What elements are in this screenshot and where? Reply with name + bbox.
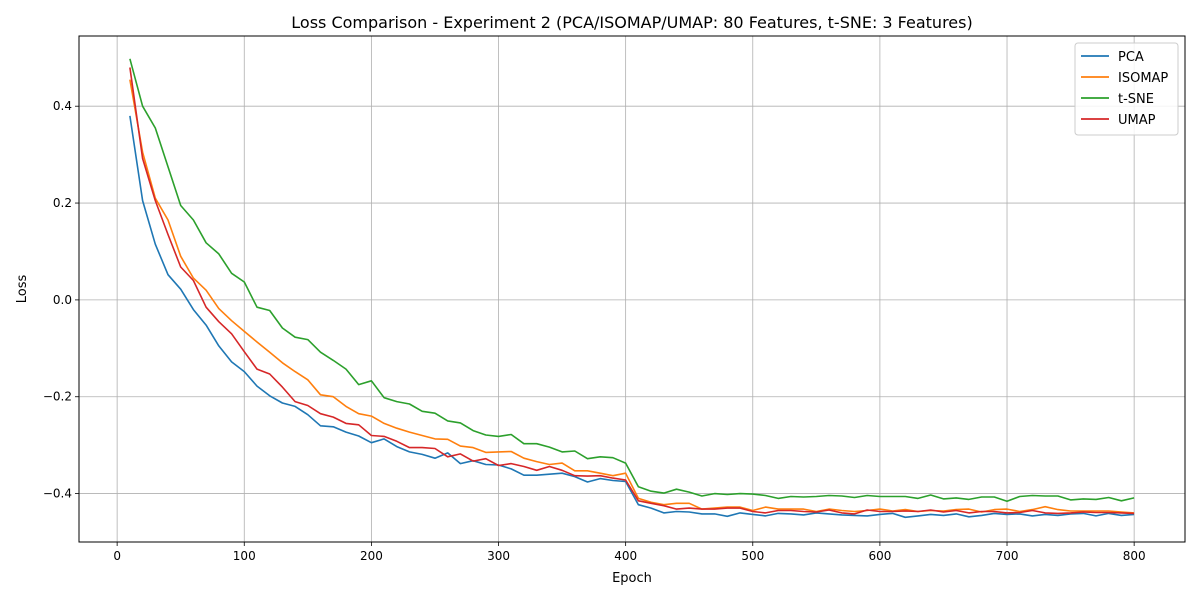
- axis-ticks: 0 100 200 300 400 500 600 700 800 −0.4 −0.2 0.0 0.2 0…: [43, 99, 1146, 563]
- legend-box: [1074, 42, 1179, 136]
- series-line-t-sne: [129, 58, 1135, 503]
- x-tick-label: 500: [741, 549, 764, 563]
- y-tick-label: −0.2: [43, 390, 72, 404]
- series-lines: [129, 58, 1135, 519]
- x-tick-label: 100: [233, 549, 256, 563]
- y-tick-label: −0.4: [43, 487, 72, 501]
- y-tick-label: 0.2: [53, 196, 72, 210]
- x-tick-label: 200: [360, 549, 383, 563]
- chart-title: Loss Comparison - Experiment 2 (PCA/ISOM…: [291, 13, 972, 32]
- legend-label-isomap: ISOMAP: [1118, 71, 1168, 86]
- x-tick-label: 0: [113, 549, 121, 563]
- series-line-isomap: [129, 79, 1135, 514]
- x-tick-label: 800: [1123, 549, 1146, 563]
- x-tick-label: 600: [868, 549, 891, 563]
- plot-frame: [78, 35, 1186, 543]
- legend-label-t-sne: t-SNE: [1118, 92, 1154, 107]
- y-tick-label: 0.4: [53, 99, 72, 113]
- x-tick-label: 700: [996, 549, 1019, 563]
- x-tick-label: 400: [614, 549, 637, 563]
- y-tick-label: 0.0: [53, 293, 72, 307]
- legend: PCA ISOMAP t-SNE UMAP: [1074, 42, 1179, 136]
- y-axis-label: Loss: [15, 275, 30, 304]
- x-tick-label: 300: [487, 549, 510, 563]
- series-line-umap: [129, 67, 1135, 515]
- legend-label-umap: UMAP: [1118, 113, 1156, 128]
- x-axis-label: Epoch: [612, 571, 652, 586]
- legend-label-pca: PCA: [1118, 50, 1144, 65]
- series-line-pca: [129, 115, 1135, 519]
